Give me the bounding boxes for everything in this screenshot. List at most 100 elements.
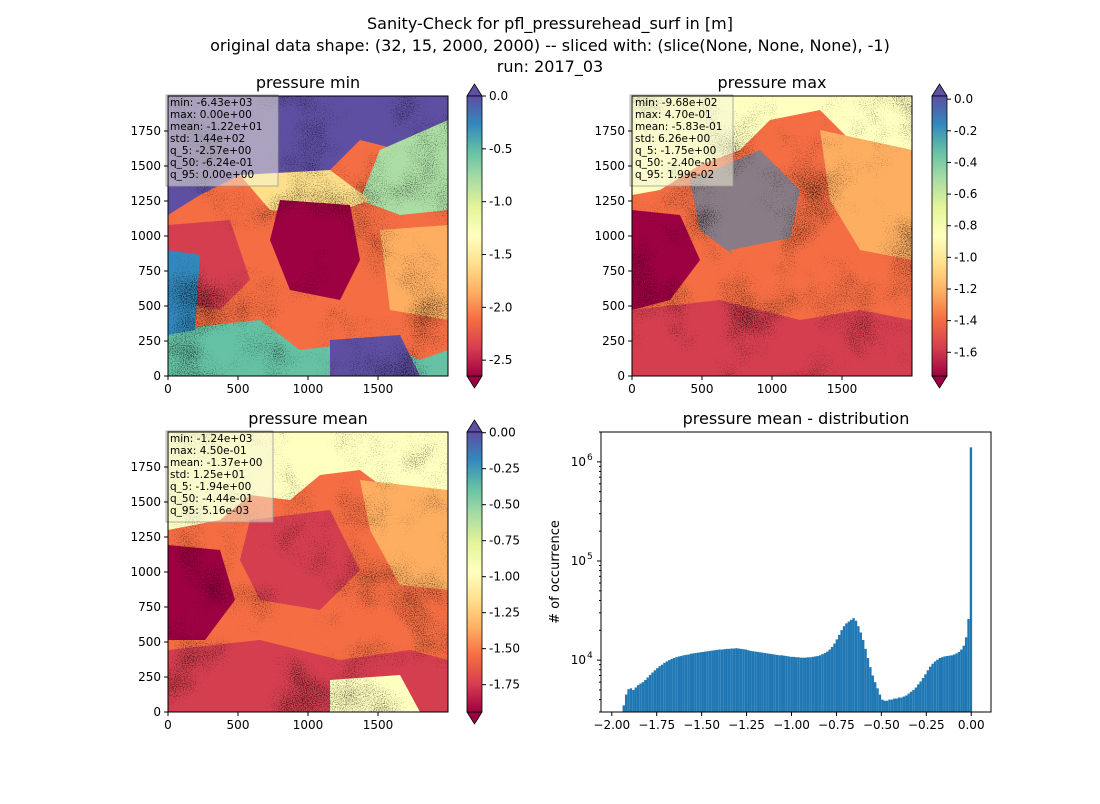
x-tick-label: 1500 (363, 718, 394, 732)
histogram-bar (780, 655, 783, 712)
histogram-bar (792, 656, 795, 712)
y-tick-label: 750 (138, 600, 161, 614)
histogram-bar (742, 649, 745, 712)
y-tick-label: 500 (138, 299, 161, 313)
stat-line: std: 1.25e+01 (170, 469, 245, 481)
x-tick-label: −2.00 (593, 718, 630, 732)
histogram-axes: −2.00 −1.75 −1.50 −1.25 −1.00 −0.75 −0.50 −0.25… (571, 431, 985, 732)
colorbar-tick-label: -0.75 (489, 534, 520, 548)
stat-line: max: 4.70e-01 (635, 109, 712, 121)
histogram-bar (641, 682, 645, 712)
colorbar-tick-label: -1.6 (954, 345, 977, 359)
histogram-bar (802, 657, 805, 712)
y-tick-label: 1750 (594, 124, 625, 138)
y-tick-label: 1250 (594, 194, 625, 208)
colorbar-tick-label: -1.0 (954, 250, 977, 264)
stats-box: min: -1.24e+03 max: 4.50e-01 mean: -1.37… (170, 433, 262, 517)
histogram-bar (672, 658, 676, 712)
histogram-bar (895, 698, 898, 712)
stats-box-bg (629, 94, 734, 187)
histogram-bar (962, 645, 965, 712)
stat-line: q_95: 5.16e-03 (170, 505, 249, 517)
colorbar-tick-label: -1.4 (954, 314, 977, 328)
panel-title: pressure mean (248, 409, 368, 428)
histogram-bar (747, 650, 750, 712)
colorbar-extend-top (466, 83, 483, 97)
stat-line: q_50: -6.24e-01 (170, 157, 253, 169)
stat-line: min: -6.43e+03 (170, 97, 252, 109)
x-tick-label: 1500 (363, 382, 394, 396)
histogram-bar (651, 672, 654, 712)
histogram-bar (696, 652, 700, 712)
histogram-bar (766, 653, 769, 712)
x-tick-label: 500 (227, 718, 250, 732)
panel-pressure-mean: pressure mean min: -1.24e+03 max: 4.50e-… (130, 409, 520, 732)
x-tick-label: −0.25 (908, 718, 945, 732)
histogram-bar (775, 654, 779, 712)
colorbar-tick-label: -1.2 (954, 282, 977, 296)
figure-title-line-2: original data shape: (32, 15, 2000, 2000… (210, 36, 890, 55)
histogram-bar (885, 700, 889, 712)
colorbar-extend-top (931, 83, 948, 97)
histogram-bar (675, 657, 678, 712)
histogram-bar (864, 648, 867, 712)
histogram-bar (936, 659, 939, 712)
axis-ticks: 0 500 1000 1500 0 250 500 750 1000 1250 1500 1750 (130, 460, 393, 732)
histogram-bar (893, 698, 896, 712)
histogram-bar (900, 697, 903, 712)
histogram-bar (751, 651, 755, 712)
histogram-bar (809, 657, 812, 712)
histogram-bar (663, 662, 666, 712)
histogram-bar (952, 654, 956, 712)
histogram-bar (703, 651, 707, 712)
histogram-bar (854, 620, 858, 712)
stat-line: mean: -1.37e+00 (170, 457, 262, 469)
histogram-bar (818, 655, 822, 712)
histogram-bar (912, 690, 915, 712)
histogram-bar (711, 650, 714, 712)
colorbar-tick-label: 0.00 (489, 426, 516, 440)
histogram-bar (665, 661, 669, 712)
histogram-bar (957, 651, 961, 712)
histogram-bar (715, 649, 719, 712)
histogram-bar (782, 655, 786, 712)
histogram-bar (905, 695, 908, 712)
stat-line: q_5: -1.94e+00 (170, 481, 251, 493)
x-tick-label: 500 (691, 382, 714, 396)
histogram-bar (799, 657, 803, 712)
histogram-bar (790, 656, 793, 712)
histogram-bar (692, 653, 695, 712)
stat-line: q_50: -2.40e-01 (635, 157, 718, 169)
histogram-bar (778, 655, 781, 712)
histogram-bar (840, 630, 843, 712)
histogram-bar (871, 675, 874, 712)
panel-distribution: pressure mean - distribution # of occurr… (548, 409, 992, 732)
y-tick-label: 1000 (130, 565, 161, 579)
histogram-bar (845, 623, 848, 712)
histogram-bar (907, 693, 910, 712)
histogram-bar (842, 626, 846, 712)
histogram-bar (646, 677, 649, 712)
y-tick-label: 10 (571, 653, 586, 667)
y-tick-label: 1750 (130, 460, 161, 474)
histogram-bar (639, 683, 642, 712)
histogram-bar (850, 619, 853, 712)
histogram-bar (699, 652, 702, 712)
stat-line: min: -9.68e+02 (635, 97, 717, 109)
axis-ticks: 0 500 1000 1500 0 250 500 750 1000 1250 1500 1750 (594, 124, 857, 396)
histogram-bar (682, 655, 685, 712)
x-tick-label: 1000 (757, 382, 788, 396)
x-tick-label: 500 (227, 382, 250, 396)
histogram-bar (852, 618, 855, 712)
histogram-bar (945, 656, 949, 712)
histogram-bar (814, 656, 817, 712)
y-tick-label: 250 (138, 670, 161, 684)
y-tick-exponent: 4 (587, 651, 593, 661)
histogram-bar (926, 670, 930, 712)
stat-line: max: 0.00e+00 (170, 109, 252, 121)
stat-line: q_5: -1.75e+00 (635, 145, 716, 157)
axes-frame (600, 431, 992, 713)
histogram-bar (794, 657, 798, 712)
histogram-bar (876, 688, 879, 712)
histogram-bars (622, 447, 973, 712)
